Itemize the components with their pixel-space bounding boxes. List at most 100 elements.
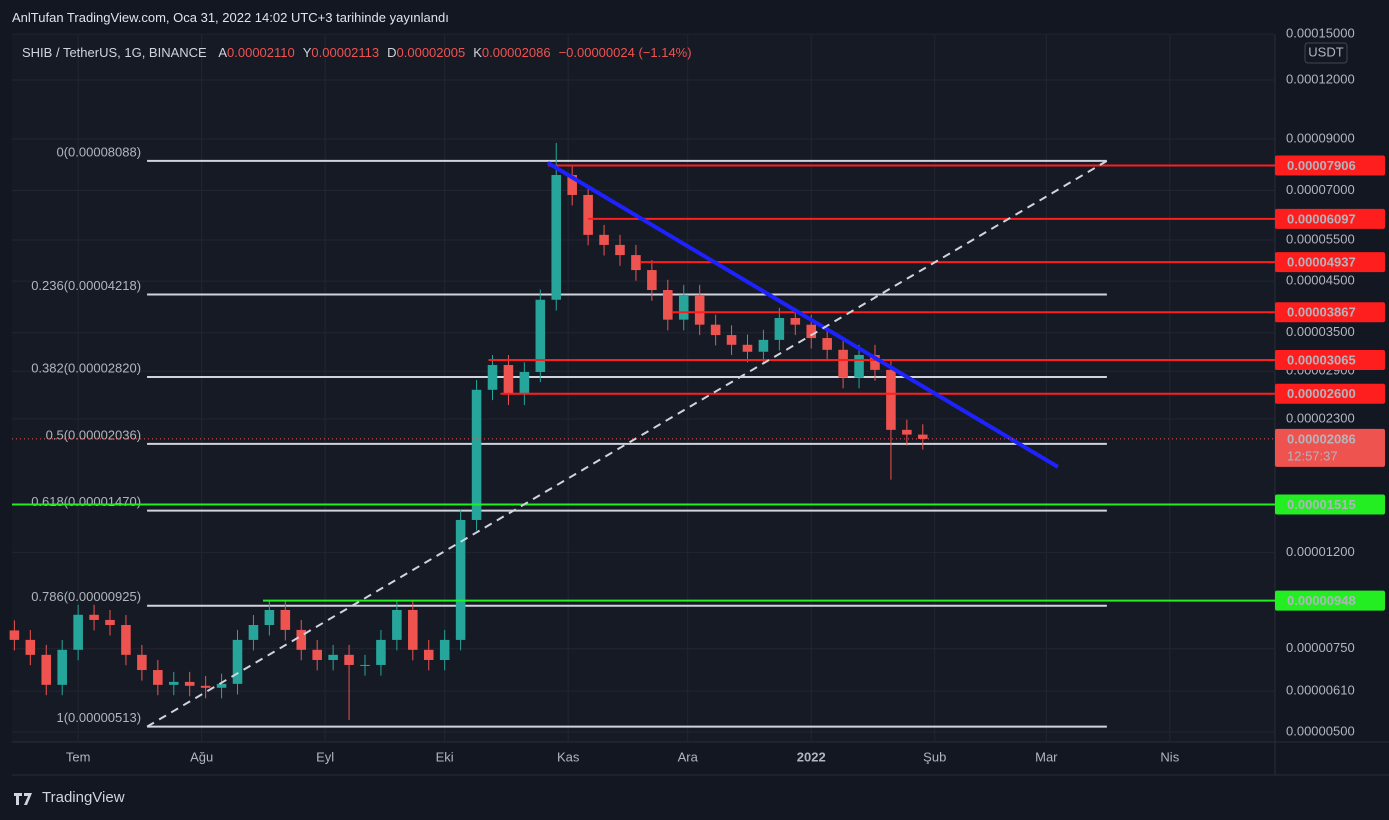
candle-body bbox=[312, 649, 322, 660]
y-tick-label: 0.00000610 bbox=[1286, 683, 1355, 698]
candle-body bbox=[726, 335, 737, 345]
level-label: 0.00006097 bbox=[1287, 211, 1356, 226]
candle-body bbox=[184, 681, 195, 686]
candle-body bbox=[694, 294, 705, 325]
level-label: 0.00001515 bbox=[1287, 497, 1356, 512]
change: −0.00000024 (−1.14%) bbox=[558, 45, 692, 60]
candle-body bbox=[455, 519, 466, 640]
level-marker bbox=[1275, 383, 1385, 404]
candle-body bbox=[408, 609, 418, 650]
candle-body bbox=[567, 175, 577, 195]
y-tick-label: 0.00002300 bbox=[1286, 410, 1355, 425]
level-marker bbox=[1275, 252, 1385, 273]
candle-body bbox=[902, 429, 912, 435]
y-tick-label: 0.00000750 bbox=[1286, 640, 1355, 655]
candle-body bbox=[790, 318, 801, 325]
level-label: 0.00007906 bbox=[1287, 158, 1356, 173]
x-tick-label: Mar bbox=[1035, 749, 1058, 764]
candle-body bbox=[121, 624, 131, 655]
ohlc-key: D bbox=[387, 45, 397, 60]
candle-body bbox=[870, 354, 880, 370]
candle-body bbox=[838, 349, 848, 378]
candle-body bbox=[328, 654, 338, 660]
fib-label: 1(0.00000513) bbox=[56, 710, 141, 725]
candle-body bbox=[503, 365, 514, 395]
last-price-label: 0.00002086 bbox=[1287, 431, 1356, 446]
candle-body bbox=[551, 175, 562, 300]
x-tick-label: Tem bbox=[66, 749, 91, 764]
footer: TradingView bbox=[42, 789, 125, 806]
candle-body bbox=[168, 681, 179, 685]
y-tick-label: 0.00012000 bbox=[1286, 71, 1355, 86]
candle-body bbox=[535, 299, 546, 373]
plot-area bbox=[12, 35, 1275, 742]
last-price-marker bbox=[1275, 428, 1385, 467]
candle-body bbox=[519, 372, 530, 395]
y-tick-label: 0.00015000 bbox=[1286, 26, 1355, 41]
fib-label: 0.5(0.00002036) bbox=[46, 427, 141, 442]
candle-body bbox=[918, 434, 928, 439]
candle-body bbox=[232, 639, 243, 684]
level-marker bbox=[1275, 590, 1385, 611]
level-marker bbox=[1275, 155, 1385, 176]
candle-body bbox=[344, 654, 354, 665]
fib-label: 0.236(0.00004218) bbox=[31, 278, 141, 293]
level-label: 0.00003065 bbox=[1287, 352, 1356, 367]
level-label: 0.00003867 bbox=[1287, 305, 1356, 320]
x-tick-label: Eyl bbox=[316, 749, 334, 764]
candle-body bbox=[360, 664, 370, 666]
x-tick-label: Ağu bbox=[190, 749, 213, 764]
candle-body bbox=[599, 234, 609, 245]
x-tick-label: 2022 bbox=[797, 749, 826, 764]
candle-body bbox=[57, 649, 67, 685]
logo bbox=[14, 793, 32, 805]
y-tick-label: 0.00005500 bbox=[1286, 231, 1355, 246]
legend: SHIB / TetherUS, 1G, BINANCE A0.00002110… bbox=[22, 45, 692, 60]
candle-body bbox=[216, 683, 227, 688]
ohlc-value: 0.00002005 bbox=[396, 45, 466, 60]
candle-body bbox=[854, 354, 864, 378]
fib-label: 0.786(0.00000925) bbox=[31, 589, 141, 604]
ohlc-key: Y bbox=[302, 45, 312, 60]
candle-body bbox=[89, 614, 99, 620]
unit-label: USDT bbox=[1308, 44, 1343, 59]
ohlc-key: K bbox=[473, 45, 482, 60]
symbol: SHIB / TetherUS, 1G, BINANCE bbox=[22, 45, 207, 60]
y-tick-label: 0.00001200 bbox=[1286, 544, 1355, 559]
candle-body bbox=[392, 609, 402, 640]
level-label: 0.00004937 bbox=[1287, 255, 1356, 270]
level-marker bbox=[1275, 494, 1385, 515]
candle-body bbox=[439, 639, 450, 660]
candle-body bbox=[471, 389, 482, 520]
candle-body bbox=[423, 649, 434, 660]
y-tick-label: 0.00007000 bbox=[1286, 182, 1355, 197]
candle-body bbox=[248, 624, 259, 640]
candle-body bbox=[153, 670, 163, 685]
y-tick-label: 0.00009000 bbox=[1286, 130, 1355, 145]
level-label: 0.00000948 bbox=[1287, 593, 1356, 608]
candle-body bbox=[758, 339, 769, 352]
fib-label: 0.382(0.00002820) bbox=[31, 360, 141, 375]
trendline bbox=[146, 160, 1108, 728]
y-tick-label: 0.00003500 bbox=[1286, 324, 1355, 339]
ohlc-value: 0.00002086 bbox=[481, 45, 551, 60]
candle-body bbox=[886, 369, 896, 430]
candle-body bbox=[631, 255, 641, 271]
level-marker bbox=[1275, 349, 1385, 370]
x-tick-label: Ara bbox=[678, 749, 699, 764]
candle-body bbox=[615, 244, 625, 256]
candle-body bbox=[200, 685, 211, 688]
candle-body bbox=[296, 629, 307, 650]
ohlc-value: 0.00002113 bbox=[311, 45, 380, 60]
candle-body bbox=[710, 324, 721, 336]
candle-body bbox=[25, 639, 36, 655]
candle-body bbox=[105, 619, 115, 625]
fib-label: 0.618(0.00001470) bbox=[31, 494, 141, 509]
level-label: 0.00002600 bbox=[1287, 386, 1356, 401]
candle-body bbox=[822, 338, 832, 350]
candle-body bbox=[487, 365, 498, 390]
candle-body bbox=[73, 614, 83, 650]
level-marker bbox=[1275, 302, 1385, 323]
